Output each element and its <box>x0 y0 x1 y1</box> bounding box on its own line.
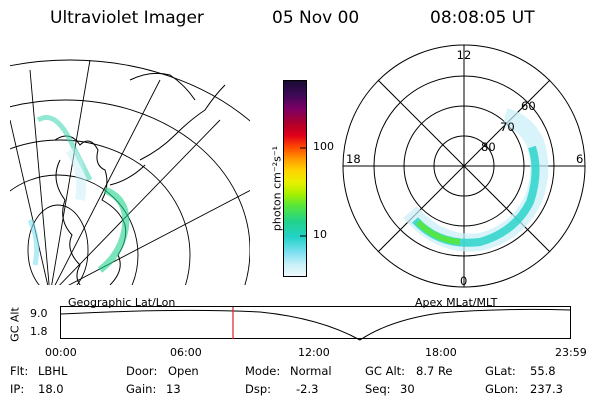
latitude-line <box>27 204 89 285</box>
mlt-label-6: 6 <box>576 152 583 166</box>
ip-label: IP: <box>10 382 25 396</box>
latitude-line <box>10 139 191 285</box>
longitude-line <box>68 189 250 285</box>
ip-value: 18.0 <box>38 382 64 396</box>
timeline-xtick-1200: 12:00 <box>298 346 330 359</box>
glon-value: 237.3 <box>530 382 563 396</box>
gc-alt-value: 8.7 Re <box>416 364 453 378</box>
colorbar-tick-100: 100 <box>313 140 334 153</box>
orbit-altitude-curve <box>60 308 571 341</box>
instrument-title: Ultraviolet Imager <box>50 8 204 28</box>
mlat-label-80: 80 <box>481 140 496 154</box>
time-label: 08:08:05 UT <box>430 8 535 28</box>
polar-map: 12 18 6 0 80 70 60 <box>342 44 586 288</box>
mlt-line <box>377 79 551 253</box>
timeline-plot <box>60 306 571 341</box>
gain-label: Gain: <box>126 382 157 396</box>
longitude-line <box>51 59 91 285</box>
longitude-line <box>29 69 50 285</box>
mlt-label-0: 0 <box>460 274 467 288</box>
mode-value: Normal <box>290 364 332 378</box>
gain-value: 13 <box>166 382 181 396</box>
seq-value: 30 <box>400 382 415 396</box>
colorbar-tick-10: 10 <box>313 228 327 241</box>
latitude-line <box>10 99 250 285</box>
geographic-panel-label: Geographic Lat/Lon <box>68 296 176 309</box>
glat-label: GLat: <box>485 364 516 378</box>
auroral-oval <box>403 108 549 252</box>
seq-label: Seq: <box>365 382 391 396</box>
glat-value: 55.8 <box>530 364 556 378</box>
mode-label: Mode: <box>245 364 281 378</box>
timeline-xtick-1800: 18:00 <box>425 346 457 359</box>
gc-alt-label: GC Alt: <box>365 364 406 378</box>
mlt-label-12: 12 <box>457 48 472 62</box>
mlat-label-60: 60 <box>521 99 536 113</box>
filter-value: LBHL <box>38 364 68 378</box>
glon-label: GLon: <box>485 382 519 396</box>
filter-label: Flt: <box>10 364 29 378</box>
longitude-line <box>54 79 161 285</box>
latitude-line <box>10 174 139 285</box>
timeline-xtick-2359: 23:59 <box>555 346 587 359</box>
door-value: Open <box>168 364 199 378</box>
dsp-value: -2.3 <box>296 382 319 396</box>
timeline-ytick-top: 9.0 <box>30 307 48 320</box>
geographic-map <box>10 59 250 285</box>
door-label: Door: <box>126 364 158 378</box>
timeline-xtick-0600: 06:00 <box>170 346 202 359</box>
aurora-emission <box>27 115 130 273</box>
colorbar-gradient <box>284 81 306 276</box>
timeline-xtick-0000: 00:00 <box>45 346 77 359</box>
longitude-line <box>10 119 49 285</box>
timeline-ytick-bottom: 1.8 <box>30 325 48 338</box>
polar-panel-label: Apex MLat/MLT <box>415 296 498 309</box>
longitude-line <box>59 119 221 285</box>
dsp-label: Dsp: <box>245 382 272 396</box>
mlat-label-70: 70 <box>500 120 515 134</box>
date-label: 05 Nov 00 <box>272 8 360 28</box>
mlt-label-18: 18 <box>346 152 361 166</box>
colorbar <box>283 80 307 277</box>
timeline-ylabel: GC Alt <box>8 307 22 342</box>
colorbar-unit-label: photon cm⁻²s⁻¹ <box>270 145 284 232</box>
earth-limb <box>10 59 250 122</box>
coastline <box>54 72 226 285</box>
